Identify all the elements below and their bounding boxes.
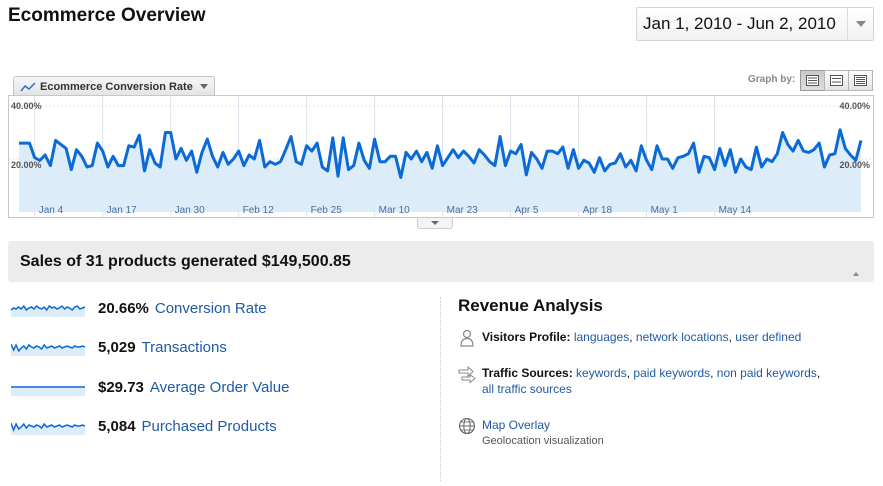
metric-selector-tab[interactable]: Ecommerce Conversion Rate [13,76,215,96]
sparkline [11,422,85,435]
visitors-profile-row: Visitors Profile: languages, network loc… [458,329,801,347]
traffic-arrows-icon [458,365,476,383]
series-area [19,129,861,212]
globe-icon [458,417,476,435]
graph-by-week-button[interactable] [824,70,849,91]
sparkline-area [11,387,85,396]
x-tick-label: Jan 4 [39,205,64,216]
link-user-defined[interactable]: user defined [735,330,802,344]
link-map-overlay[interactable]: Map Overlay [482,418,551,432]
x-tick-label: Jan 30 [175,205,205,216]
chart-collapse-handle[interactable] [417,218,453,229]
x-tick-label: Feb 12 [243,205,275,216]
graph-by-label: Graph by: [748,74,796,85]
conversion-rate-chart[interactable]: Jan 4 Jan 17 Jan 30 Feb 12 Feb 25 Mar 10 Mar 2… [8,95,874,218]
sparkline-line [11,304,85,312]
month-view-icon [854,75,867,86]
metric-link-average-order-value[interactable]: Average Order Value [149,378,290,396]
day-view-icon [806,75,819,86]
visitors-profile-label: Visitors Profile: [482,330,571,344]
x-tick-label: May 1 [651,205,679,216]
series-line [19,128,863,179]
x-tick-label: Feb 25 [311,205,343,216]
chevron-up-icon[interactable] [853,272,859,276]
sales-summary-bar: Sales of 31 products generated $149,500.… [8,241,874,282]
traffic-sources-label: Traffic Sources: [482,366,573,380]
graph-by-toggle [800,70,873,91]
metric-row-purchased-products: 5,084 Purchased Products [11,417,277,435]
metric-value: $29.73 [98,378,144,396]
link-network-locations[interactable]: network locations [635,330,729,344]
week-view-icon [830,75,843,86]
date-range-text[interactable]: Jan 1, 2010 - Jun 2, 2010 [643,14,836,33]
x-tick-label: Mar 10 [379,205,411,216]
link-keywords[interactable]: keywords [576,366,627,380]
link-languages[interactable]: languages [573,330,630,344]
sparkline-area [11,306,85,317]
metric-value: 5,029 [98,338,136,356]
sales-headline: Sales of 31 products generated $149,500.… [20,252,351,270]
map-overlay-row: Map Overlay Geolocation visualization [458,417,604,449]
metric-value: 5,084 [98,417,136,435]
revenue-analysis-title: Revenue Analysis [458,296,603,315]
chevron-down-icon [199,84,208,89]
sparkline [11,386,85,396]
person-icon [460,329,474,347]
metric-value: 20.66% [98,299,149,317]
metric-selector-label: Ecommerce Conversion Rate [40,80,193,93]
page-title: Ecommerce Overview [8,5,206,26]
x-tick-label: Apr 5 [515,205,539,216]
sparkline-line [11,343,85,353]
sparkline [11,343,85,356]
metric-row-average-order-value: $29.73 Average Order Value [11,378,289,396]
date-dropdown-arrow[interactable] [847,8,873,40]
metric-link-purchased-products[interactable]: Purchased Products [141,417,277,435]
x-tick-label: May 14 [719,205,752,216]
y-tick-label: 20.00% [11,160,42,170]
chevron-down-icon [431,221,439,225]
date-range-picker[interactable]: Jan 1, 2010 - Jun 2, 2010 [636,7,874,41]
metric-link-transactions[interactable]: Transactions [141,338,227,356]
chevron-down-icon [855,21,866,27]
line-chart-icon [20,81,36,93]
y-tick-label-right: 20.00% [839,160,870,170]
graph-by-day-button[interactable] [800,70,825,91]
y-tick-label-right: 40.00% [839,101,870,111]
sparkline-line [11,422,85,433]
link-paid-keywords[interactable]: paid keywords [633,366,711,380]
traffic-sources-row: Traffic Sources: keywords, paid keywords… [458,365,820,397]
x-tick-label: Jan 17 [107,205,137,216]
metric-row-transactions: 5,029 Transactions [11,338,227,356]
link-all-traffic-sources[interactable]: all traffic sources [482,382,572,396]
chart-canvas: Jan 4 Jan 17 Jan 30 Feb 12 Feb 25 Mar 10 Mar 2… [9,96,873,217]
column-divider [440,297,441,481]
sparkline [11,304,85,317]
link-non-paid-keywords[interactable]: non paid keywords [716,366,817,380]
metric-link-conversion-rate[interactable]: Conversion Rate [154,299,267,317]
map-overlay-description: Geolocation visualization [482,435,604,447]
graph-by-month-button[interactable] [848,70,873,91]
x-tick-label: Mar 23 [447,205,479,216]
y-tick-label: 40.00% [11,101,42,111]
x-tick-label: Apr 18 [583,205,613,216]
metric-row-conversion-rate: 20.66% Conversion Rate [11,299,267,317]
